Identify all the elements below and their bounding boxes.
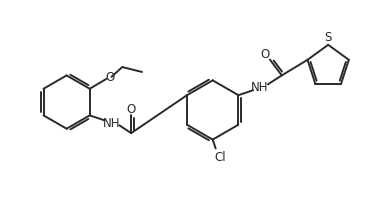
Text: S: S [324,31,332,45]
Text: O: O [260,48,269,61]
Text: O: O [106,71,115,84]
Text: O: O [127,103,136,116]
Text: Cl: Cl [215,151,226,164]
Text: NH: NH [251,81,269,94]
Text: NH: NH [103,117,120,130]
